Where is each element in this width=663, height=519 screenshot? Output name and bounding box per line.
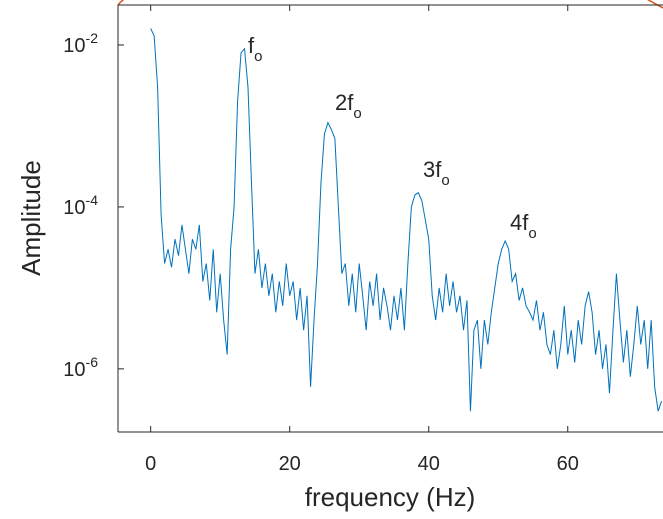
annotation-text: 3f bbox=[423, 157, 442, 182]
annotation-subscript: o bbox=[353, 105, 361, 122]
data-line bbox=[150, 28, 663, 412]
y-tick-label: 10-2 bbox=[63, 30, 98, 57]
peak-annotation: 2fo bbox=[335, 90, 362, 122]
peak-annotation: 3fo bbox=[423, 157, 450, 189]
x-tick-label: 20 bbox=[279, 453, 301, 475]
peak-annotation: 4fo bbox=[510, 210, 537, 242]
annotation-text: f bbox=[248, 33, 255, 58]
peak-annotation: fo bbox=[248, 33, 262, 65]
axes bbox=[117, 4, 663, 433]
decoration-arc bbox=[647, 0, 663, 9]
annotation-text: 2f bbox=[335, 90, 354, 115]
y-tick-label: 10-6 bbox=[63, 354, 98, 381]
y-tick-base: 10 bbox=[63, 35, 85, 57]
annotation-subscript: o bbox=[441, 172, 449, 189]
x-tick-label: 60 bbox=[557, 453, 579, 475]
annotation-subscript: o bbox=[528, 225, 536, 242]
y-tick-exponent: -2 bbox=[86, 30, 99, 46]
y-tick-exponent: -6 bbox=[86, 354, 99, 370]
y-tick-exponent: -4 bbox=[86, 192, 99, 208]
y-axis-title: Amplitude bbox=[16, 160, 46, 276]
y-tick-base: 10 bbox=[63, 197, 85, 219]
x-axis-title: frequency (Hz) bbox=[305, 482, 476, 512]
decoration-arc bbox=[117, 0, 125, 6]
x-tick-label: 0 bbox=[145, 453, 156, 475]
annotation-subscript: o bbox=[254, 48, 262, 65]
y-tick-base: 10 bbox=[63, 359, 85, 381]
x-tick-label: 40 bbox=[418, 453, 440, 475]
annotation-text: 4f bbox=[510, 210, 529, 235]
y-tick-label: 10-4 bbox=[63, 192, 98, 219]
